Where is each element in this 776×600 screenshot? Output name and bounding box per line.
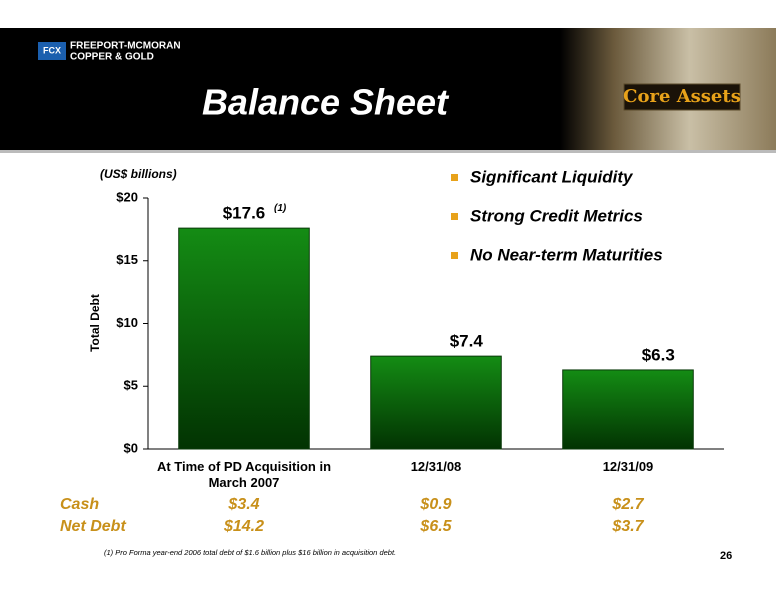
- y-axis-label: Total Debt: [88, 294, 102, 352]
- value-label: $6.3: [642, 345, 675, 364]
- bullet-text: Significant Liquidity: [470, 167, 634, 186]
- summary-table: Cash $3.4 $0.9 $2.7 Net Debt $14.2 $6.5 $3.7: [60, 496, 645, 535]
- row-value: $3.4: [227, 496, 259, 513]
- bar: [562, 369, 694, 450]
- logo-mark: FCX: [43, 45, 61, 55]
- logo-text: FREEPORT-MCMORAN: [70, 41, 181, 52]
- value-label: $7.4: [450, 332, 484, 351]
- x-tick-label: At Time of PD Acquisition in March 2007: [156, 459, 332, 490]
- row-value: $6.5: [419, 518, 452, 535]
- footnote: (1) Pro Forma year-end 2006 total debt o…: [104, 548, 396, 557]
- row-value: $3.7: [611, 518, 644, 535]
- bullet-marker: [451, 174, 458, 181]
- bullet-list: Significant Liquidity Strong Credit Metri…: [451, 167, 663, 264]
- bullet-text: Strong Credit Metrics: [470, 206, 643, 225]
- y-tick-label: $20: [116, 189, 138, 204]
- row-value: $2.7: [611, 496, 644, 513]
- x-tick-label: 12/31/09: [602, 459, 654, 474]
- slide-title: Balance Sheet: [202, 82, 450, 123]
- y-tick-label: $0: [124, 440, 138, 455]
- bar: [178, 227, 310, 450]
- row-label: Cash: [60, 496, 99, 513]
- row-label: Net Debt: [60, 518, 126, 535]
- logo-text: COPPER & GOLD: [70, 52, 154, 63]
- x-tick-label: 12/31/08: [410, 459, 462, 474]
- units-note: (US$ billions): [100, 167, 177, 181]
- bullet-marker: [451, 213, 458, 220]
- badge: Core Assets: [623, 86, 741, 107]
- header-rule: [0, 150, 776, 153]
- bullet-marker: [451, 252, 458, 259]
- row-value: $14.2: [223, 518, 264, 535]
- badge-box: [623, 83, 741, 111]
- x-tick-label-box: 12/31/09: [602, 459, 654, 474]
- x-tick-label-box: At Time of PD Acquisition in March 2007: [156, 459, 332, 490]
- bullet-text: No Near-term Maturities: [470, 245, 663, 264]
- logo-box: [38, 42, 66, 60]
- y-tick-label: $10: [116, 315, 138, 330]
- row-value: $0.9: [419, 496, 451, 513]
- y-tick-label: $15: [116, 252, 138, 267]
- y-tick-label: $5: [124, 378, 138, 393]
- value-label: $17.6: [223, 204, 266, 223]
- annotation: (1): [274, 203, 287, 214]
- x-tick-label-box: 12/31/08: [410, 459, 462, 474]
- page-number: 26: [720, 550, 732, 562]
- bar: [370, 355, 502, 450]
- plot: $0 $5 $10 $15 $20 At Time of PD Acquisition i…: [116, 189, 724, 490]
